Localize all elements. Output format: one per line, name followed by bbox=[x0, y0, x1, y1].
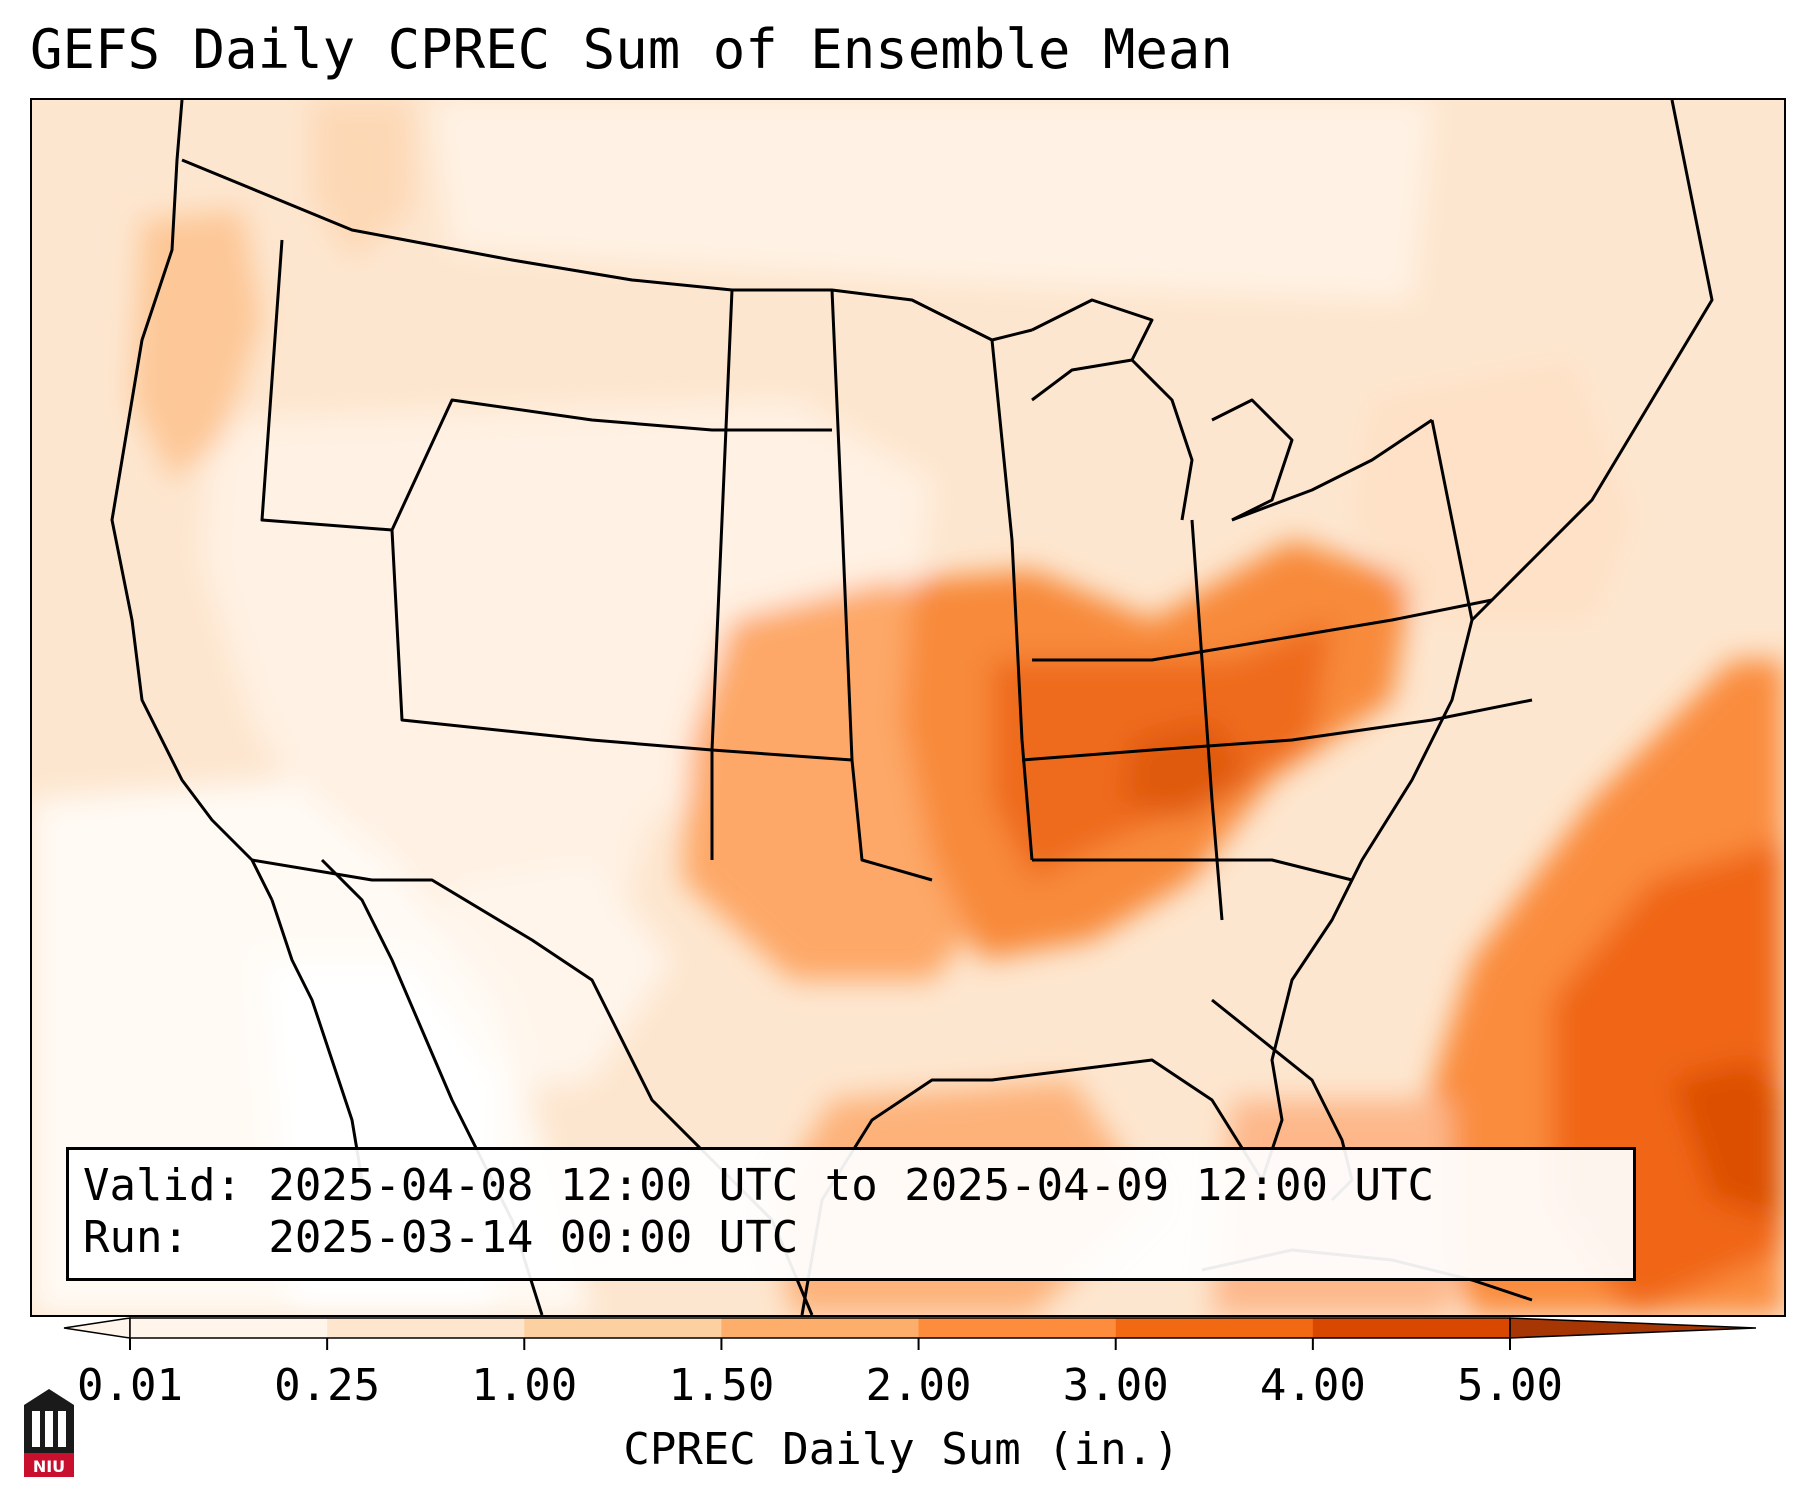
info-box: Valid: 2025-04-08 12:00 UTC to 2025-04-0… bbox=[66, 1147, 1636, 1281]
lake-huron bbox=[1211, 398, 1294, 522]
colorbar-outline bbox=[129, 1317, 1511, 1339]
valid-time-text: Valid: 2025-04-08 12:00 UTC to 2025-04-0… bbox=[83, 1160, 1435, 1211]
west-coast bbox=[110, 100, 274, 901]
colorbar-segment bbox=[130, 1318, 328, 1338]
state-lines-midwest bbox=[990, 339, 1034, 861]
lake-erie bbox=[1231, 418, 1433, 522]
colorbar-segment bbox=[524, 1318, 722, 1338]
precipitation-map bbox=[32, 100, 1784, 1315]
colorbar-label: CPREC Daily Sum (in.) bbox=[623, 1424, 1180, 1475]
colorbar bbox=[63, 1317, 1757, 1350]
colorbar-tick-label: 2.00 bbox=[865, 1360, 972, 1411]
colorbar-tick-label: 1.00 bbox=[471, 1360, 578, 1411]
state-lines-central bbox=[830, 289, 933, 882]
state-lines-south bbox=[1032, 858, 1353, 882]
colorbar-over-extension bbox=[1509, 1317, 1757, 1339]
map-panel bbox=[30, 98, 1786, 1317]
east-coast bbox=[1260, 100, 1714, 1181]
map-title: GEFS Daily CPREC Sum of Ensemble Mean bbox=[30, 18, 1233, 81]
colorbar-segment bbox=[918, 1318, 1117, 1338]
colorbar-segment bbox=[1312, 1318, 1511, 1338]
baja-coast bbox=[270, 899, 364, 1181]
run-time-text: Run: 2025-03-14 00:00 UTC bbox=[83, 1212, 799, 1263]
colorbar-tick-label: 0.25 bbox=[274, 1360, 381, 1411]
lake-superior bbox=[1031, 298, 1154, 402]
logo-text: NIU bbox=[33, 1457, 65, 1476]
lake-michigan bbox=[1130, 358, 1194, 521]
state-lines-plains bbox=[710, 289, 734, 860]
colorbar-tick-label: 4.00 bbox=[1259, 1360, 1366, 1411]
colorbar-segment bbox=[1115, 1318, 1314, 1338]
state-lines-ohio bbox=[1032, 598, 1493, 662]
state-lines-tennessee bbox=[1021, 698, 1533, 762]
state-lines-appalachian bbox=[1430, 419, 1474, 621]
colorbar-tick-label: 5.00 bbox=[1457, 1360, 1563, 1411]
colorbar-segment bbox=[327, 1318, 525, 1338]
colorbar-segment bbox=[721, 1318, 920, 1338]
colorbar-under-extension bbox=[63, 1317, 131, 1339]
colorbar-tick-label: 1.50 bbox=[668, 1360, 775, 1411]
colorbar-tick-label: 0.01 bbox=[77, 1360, 183, 1411]
niu-logo: NIU bbox=[24, 1389, 74, 1477]
state-lines-north bbox=[390, 398, 832, 531]
boundaries bbox=[110, 100, 1714, 1315]
colorbar-tick-label: 3.00 bbox=[1062, 1360, 1169, 1411]
